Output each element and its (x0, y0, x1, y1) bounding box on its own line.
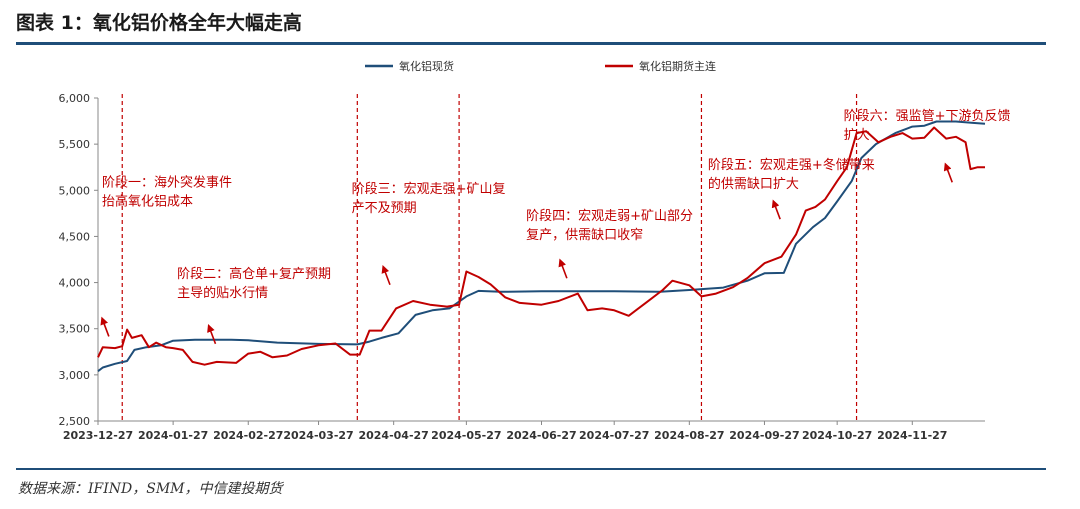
chart-series (97, 120, 986, 372)
bottom-rule (16, 468, 1046, 470)
arrow-marker (943, 162, 953, 183)
phase-annotation-line: 阶段三：宏观走强+矿山复 (352, 182, 506, 197)
x-tick-label: 2024-07-27 (579, 429, 649, 442)
x-tick-label: 2024-04-27 (358, 429, 428, 442)
arrow-marker (207, 324, 217, 345)
x-tick-label: 2024-08-27 (654, 429, 724, 442)
phase-annotation-line: 抬高氧化铝成本 (102, 194, 193, 210)
x-tick-label: 2024-10-27 (802, 429, 872, 442)
page-title: 图表 1：氧化铝价格全年大幅走高 (16, 12, 302, 34)
phase-annotation-line: 的供需缺口扩大 (708, 176, 799, 192)
arrow-marker (381, 264, 391, 286)
legend-label-futures: 氧化铝期货主连 (639, 59, 716, 73)
arrow-marker (771, 199, 781, 220)
phase-annotation-line: 阶段五：宏观走强+冬储带来 (708, 157, 875, 173)
price-chart: 2,500 3,000 3,500 4,000 4,500 5,000 5,500 6,000… (59, 59, 1011, 442)
phase-markers (100, 162, 953, 345)
phase-annotation-line: 阶段六：强监管+下游负反馈 (844, 109, 1011, 124)
futures-price-line (97, 126, 985, 366)
phase-annotation-line: 复产，供需缺口收窄 (526, 227, 643, 243)
y-tick-label: 4,500 (59, 230, 91, 243)
y-tick-label: 2,500 (59, 415, 91, 428)
arrow-marker (100, 316, 110, 337)
phase-annotation-line: 主导的贴水行情 (177, 285, 268, 301)
legend-label-spot: 氧化铝现货 (399, 59, 454, 73)
x-tick-label: 2024-09-27 (729, 429, 799, 442)
top-rule (16, 42, 1046, 45)
chart-legend: 氧化铝现货 氧化铝期货主连 (365, 59, 716, 73)
arrow-marker (558, 258, 568, 279)
y-tick-label: 3,500 (59, 323, 91, 336)
phase-annotation-line: 阶段四：宏观走弱+矿山部分 (526, 209, 693, 224)
y-tick-label: 3,000 (59, 369, 91, 382)
x-tick-label: 2024-01-27 (138, 429, 208, 442)
phase-annotation-line: 扩大 (844, 128, 870, 143)
source-note: 数据来源：IFIND，SMM，中信建投期货 (18, 481, 283, 497)
x-tick-label: 2024-05-27 (431, 429, 501, 442)
y-tick-label: 5,000 (59, 184, 91, 197)
y-tick-label: 5,500 (59, 138, 91, 151)
phase-annotation-line: 阶段二：高仓单+复产预期 (177, 266, 331, 282)
x-tick-label: 2024-11-27 (877, 429, 947, 442)
phase-annotation-line: 阶段一：海外突发事件 (102, 175, 232, 191)
x-tick-label: 2024-02-27 (213, 429, 283, 442)
y-tick-label: 4,000 (59, 277, 91, 290)
phase-annotation-line: 产不及预期 (352, 201, 417, 216)
x-tick-label: 2024-03-27 (283, 429, 353, 442)
chart-axes: 2,500 3,000 3,500 4,000 4,500 5,000 5,500 6,000… (59, 92, 985, 442)
phase-divider-lines (121, 94, 858, 421)
y-tick-label: 6,000 (59, 92, 91, 105)
x-tick-label: 2023-12-27 (63, 429, 133, 442)
x-tick-label: 2024-06-27 (506, 429, 576, 442)
